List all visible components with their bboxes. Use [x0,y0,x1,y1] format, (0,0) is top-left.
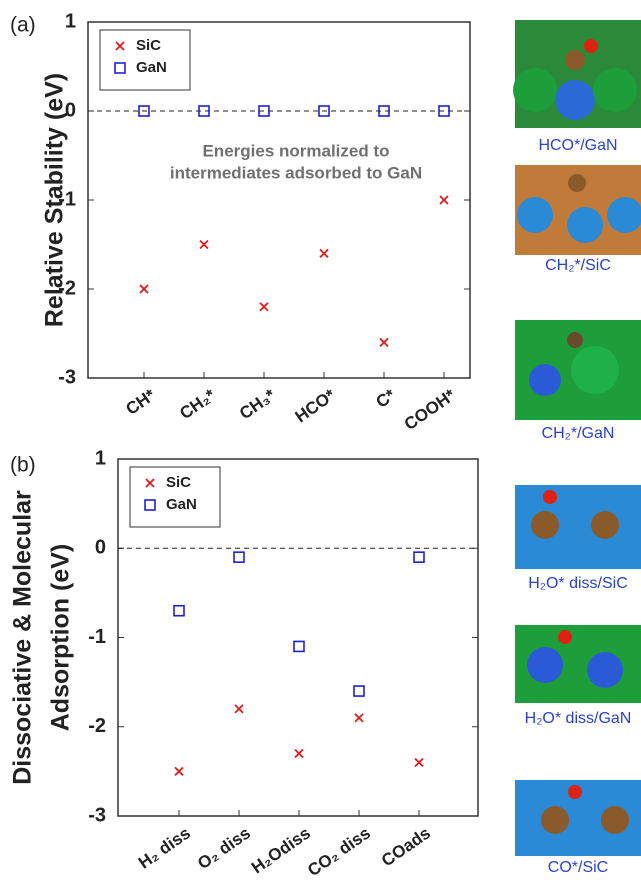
x-marker [320,249,328,257]
y-axis-label: Adsorption (eV) [47,544,75,732]
x-marker [355,714,363,722]
image-caption: CH₂*/SiC [545,257,611,274]
x-marker [175,767,183,775]
y-tick-label: 1 [65,10,76,32]
square-marker [414,552,424,562]
legend-label: GaN [136,59,167,76]
figure: (a)Relative Stability (eV)-3-2-101CH*CH₂… [0,0,641,886]
image-caption: H₂O* diss/GaN [525,710,632,727]
y-tick-label: 1 [95,447,106,469]
square-marker [234,552,244,562]
x-marker [140,285,148,293]
image-caption: HCO*/GaN [538,137,617,154]
y-tick-label: -1 [58,188,76,210]
x-tick-label: C* [372,385,399,412]
x-marker [415,758,423,766]
x-tick-label: COads [378,823,434,870]
legend-label: GaN [166,496,197,513]
x-tick-label: HCO* [292,385,340,426]
x-tick-label: H₂ diss [135,823,194,872]
x-marker [440,196,448,204]
annotation: Energies normalized to [202,141,389,160]
x-tick-label: H₂Odiss [248,823,314,877]
y-tick-label: -1 [88,626,106,648]
y-tick-label: -3 [58,366,76,388]
image-caption: CH₂*/GaN [542,425,615,442]
square-marker [294,641,304,651]
image-caption: H₂O* diss/SiC [528,575,628,592]
y-tick-label: -2 [88,715,106,737]
y-tick-label: 0 [65,99,76,121]
annotation: intermediates adsorbed to GaN [170,163,422,182]
x-marker [200,241,208,249]
square-marker [174,606,184,616]
y-tick-label: -2 [58,277,76,299]
x-tick-label: CH₃* [236,385,279,423]
panel-label: (a) [10,14,36,37]
y-axis-label: Dissociative & Molecular [9,490,37,785]
x-tick-label: CH* [122,385,159,419]
y-tick-label: -3 [88,804,106,826]
x-marker [260,303,268,311]
x-tick-label: COOH* [401,385,459,434]
x-tick-label: CO₂ diss [304,823,374,880]
x-tick-label: O₂ diss [194,823,254,873]
x-tick-label: CH₂* [176,385,219,423]
panel-label: (b) [10,454,36,477]
legend-label: SiC [136,37,161,54]
square-marker [354,686,364,696]
legend-label: SiC [166,474,191,491]
y-tick-label: 0 [95,537,106,559]
x-marker [235,705,243,713]
x-marker [380,338,388,346]
x-marker [295,750,303,758]
image-caption: CO*/SiC [548,859,608,876]
